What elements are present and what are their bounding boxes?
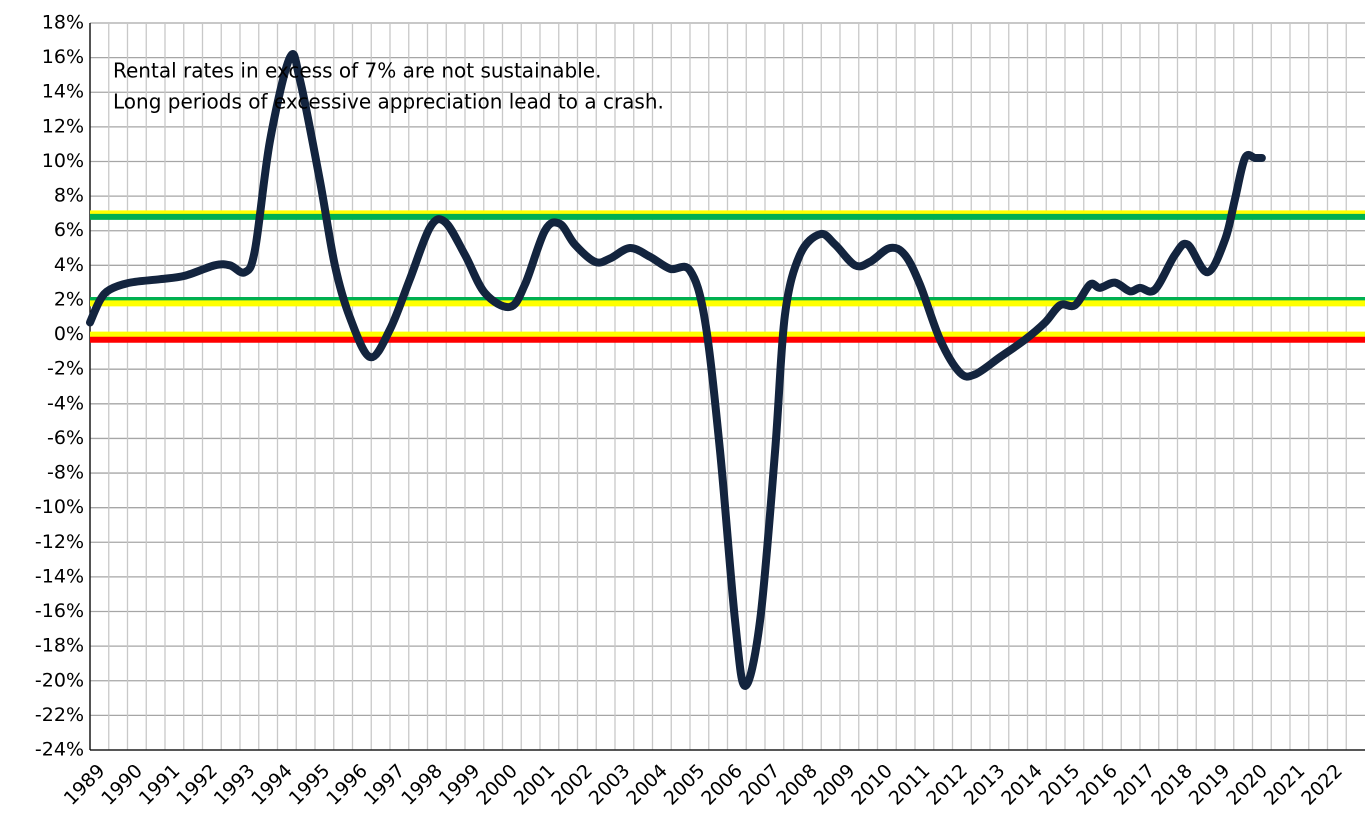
annotation: Rental rates in excess of 7% are not sus… — [113, 59, 601, 83]
line-series — [86, 49, 1266, 690]
x-tick-label: 2002 — [547, 760, 597, 810]
y-tick-label: 12% — [42, 115, 84, 137]
x-tick-label: 2008 — [772, 760, 822, 810]
x-tick-label: 2007 — [735, 760, 785, 810]
y-tick-label: 4% — [54, 254, 84, 276]
x-tick-label: 2021 — [1260, 760, 1310, 810]
x-tick-label: 2016 — [1072, 760, 1122, 810]
y-tick-label: -20% — [35, 669, 84, 691]
x-tick-label: 2012 — [922, 760, 972, 810]
y-tick-label: 18% — [42, 12, 84, 34]
x-tick-label: 1990 — [97, 760, 147, 810]
x-tick-label: 2019 — [1185, 760, 1235, 810]
y-tick-label: -18% — [35, 635, 84, 657]
x-tick-label: 2020 — [1222, 760, 1272, 810]
x-tick-label: 2009 — [810, 760, 860, 810]
x-tick-label: 2011 — [885, 760, 935, 810]
x-tick-label: 1998 — [397, 760, 447, 810]
x-tick-label: 1994 — [247, 760, 297, 810]
x-tick-label: 2005 — [660, 760, 710, 810]
x-tick-label: 2006 — [697, 760, 747, 810]
y-tick-label: -22% — [35, 704, 84, 726]
y-tick-label: -4% — [47, 392, 84, 414]
x-tick-label: 2022 — [1297, 760, 1347, 810]
x-tick-label: 2010 — [847, 760, 897, 810]
x-tick-label: 2003 — [585, 760, 635, 810]
y-tick-label: 0% — [54, 323, 84, 345]
labels: 18% 16% 14% 12% 10% 8% 6% 4% 2% 0% -2% -4% -6% -8% -10… — [35, 12, 1347, 810]
x-tick-label: 2004 — [622, 760, 672, 810]
y-tick-label: 10% — [42, 150, 84, 172]
x-tick-label: 1992 — [172, 760, 222, 810]
reference-lines — [90, 210, 1365, 343]
x-tick-label: 1993 — [210, 760, 260, 810]
x-tick-label: 2000 — [472, 760, 522, 810]
x-tick-label: 1995 — [285, 760, 335, 810]
x-tick-label: 1996 — [322, 760, 372, 810]
y-tick-label: -2% — [47, 358, 84, 380]
y-tick-label: -8% — [47, 462, 84, 484]
y-tick-label: -14% — [35, 565, 84, 587]
x-tick-label: 2015 — [1035, 760, 1085, 810]
y-tick-label: -6% — [47, 427, 84, 449]
y-tick-label: -10% — [35, 496, 84, 518]
x-tick-label: 2014 — [997, 760, 1047, 810]
y-tick-label: -12% — [35, 531, 84, 553]
y-tick-label: 2% — [54, 288, 84, 310]
y-tick-label: -16% — [35, 600, 84, 622]
x-tick-label: 2013 — [960, 760, 1010, 810]
y-tick-label: 14% — [42, 81, 84, 103]
x-tick-label: 1999 — [435, 760, 485, 810]
y-tick-label: 6% — [54, 219, 84, 241]
x-tick-label: 1991 — [135, 760, 185, 810]
annotation: Long periods of excessive appreciation l… — [113, 90, 664, 114]
y-tick-label: 16% — [42, 46, 84, 68]
x-tick-label: 2017 — [1110, 760, 1160, 810]
marks — [86, 49, 1266, 690]
x-tick-label: 1997 — [360, 760, 410, 810]
grid — [89, 22, 1365, 751]
x-tick-label: 2018 — [1147, 760, 1197, 810]
y-tick-label: 8% — [54, 185, 84, 207]
y-tick-label: -24% — [35, 739, 84, 761]
x-tick-label: 1989 — [60, 760, 110, 810]
x-tick-label: 2001 — [510, 760, 560, 810]
